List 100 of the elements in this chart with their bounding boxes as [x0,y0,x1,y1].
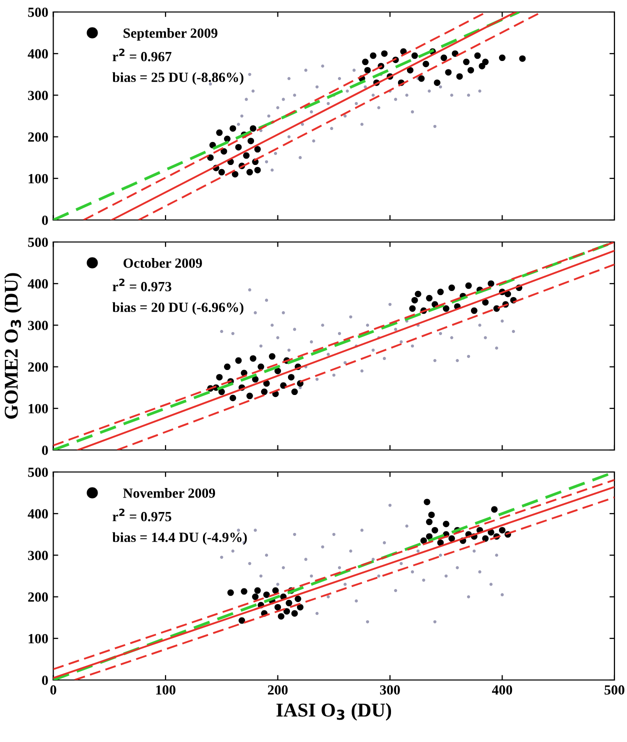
point [231,332,234,336]
point [263,591,270,598]
point [478,570,482,574]
point [456,566,459,570]
y-tick-label: 300 [28,550,48,560]
point [488,280,494,287]
point [326,102,330,106]
point [465,282,472,289]
point [364,66,371,74]
point [484,336,487,340]
y-tick-label: 300 [28,90,48,100]
point [414,290,422,298]
point [315,612,319,615]
point [267,114,270,118]
point [362,58,369,66]
point [326,352,330,356]
point [482,299,489,306]
point [261,388,268,396]
point [428,89,431,93]
point [338,566,342,570]
point [338,77,342,80]
point [352,68,356,72]
point [498,526,506,534]
point [332,374,336,377]
y-axis-title: GOME2 O$_{3}$ (DU) [4,273,22,419]
point [293,94,296,97]
point [450,94,454,97]
point [218,168,225,176]
point [377,106,380,110]
point [259,344,262,348]
point [282,311,285,314]
point [283,608,290,615]
point [433,620,436,624]
point [456,359,459,362]
point [438,85,442,88]
point [274,604,282,610]
point [411,296,418,304]
point [224,136,231,142]
point [332,532,336,536]
point [207,154,214,161]
point [220,330,224,333]
point [218,388,225,396]
point [472,549,476,553]
point [252,376,259,383]
x-tick-label: 400 [492,685,512,695]
point [442,520,450,528]
point [294,596,302,602]
point [432,526,438,534]
y-tick-label: 300 [28,320,48,330]
point [304,558,308,561]
annotation: bias = 20 DU (-6.96%) [112,302,244,315]
point [440,54,448,62]
point [312,139,316,143]
point [372,348,375,352]
point [230,125,236,132]
point [448,535,455,542]
point [264,554,268,557]
point [491,506,498,513]
point [478,324,482,327]
point [310,110,313,114]
point [489,582,493,586]
point [227,589,234,596]
point [338,332,342,336]
y-tick-label: 500 [28,8,48,17]
x-tick-label: 500 [604,685,624,695]
point [442,305,450,312]
x-tick-label: 100 [156,685,176,695]
point [248,138,254,144]
point [248,562,252,566]
y-tick-label: 100 [28,634,48,644]
point [288,374,294,380]
point [470,307,478,314]
point [360,528,364,532]
point [500,593,504,596]
point [382,356,386,360]
point [420,537,427,544]
point [426,533,433,540]
point [259,574,262,578]
point [388,504,392,507]
point [366,324,370,327]
annotation: bias = 14.4 DU (-4.9%) [112,532,247,545]
point [467,354,470,358]
point [349,549,352,553]
point [422,578,426,582]
point [315,85,319,88]
point [243,152,250,159]
point [344,361,347,364]
point [248,72,252,76]
y-tick-label: 400 [28,279,48,289]
point [270,168,274,172]
point [504,290,512,298]
point [304,68,308,72]
point [286,600,292,606]
point [394,98,398,101]
point [254,587,261,594]
point [300,122,304,126]
y-tick-label: 100 [28,174,48,184]
annotation: bias = 25 DU (-8.86%) [112,72,244,85]
point [370,52,376,59]
point [422,60,430,68]
